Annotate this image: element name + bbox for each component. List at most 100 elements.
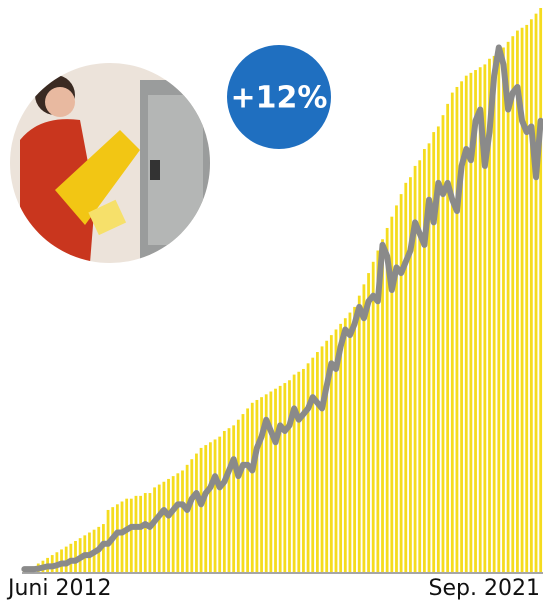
- bar: [441, 115, 445, 572]
- bar: [413, 165, 417, 573]
- bar: [139, 495, 143, 572]
- bar: [353, 306, 356, 572]
- bar: [516, 30, 519, 573]
- bar: [264, 394, 268, 572]
- bar: [185, 464, 189, 572]
- bar: [436, 126, 440, 572]
- bar: [339, 323, 343, 572]
- bar: [222, 431, 226, 572]
- bar: [460, 81, 463, 572]
- bar: [418, 160, 422, 572]
- bar: [422, 149, 426, 572]
- bar: [455, 86, 459, 573]
- bar: [432, 132, 436, 572]
- bar: [260, 397, 263, 572]
- bar: [464, 75, 468, 573]
- bar: [204, 445, 208, 572]
- badge: [227, 45, 331, 149]
- bar: [427, 143, 431, 573]
- bar: [134, 495, 138, 572]
- bar: [162, 481, 166, 572]
- bar: [311, 357, 315, 572]
- bar: [343, 318, 347, 572]
- bar: [227, 428, 231, 572]
- bar: [288, 380, 291, 572]
- bar: [125, 498, 129, 572]
- bar: [218, 436, 222, 572]
- badge-text: +12%: [231, 81, 328, 116]
- bar: [497, 53, 501, 573]
- bar: [241, 414, 245, 572]
- bar: [390, 216, 394, 572]
- bar: [502, 47, 505, 573]
- bar: [409, 177, 412, 572]
- bar: [283, 383, 287, 572]
- bar: [320, 346, 324, 572]
- bar: [357, 295, 361, 572]
- bar: [129, 498, 133, 572]
- bar: [157, 484, 161, 572]
- bar: [315, 352, 319, 572]
- bar: [297, 371, 301, 572]
- bar: [171, 476, 175, 572]
- bar: [274, 388, 277, 572]
- bar: [381, 239, 384, 573]
- bar: [539, 8, 543, 572]
- plot-area: [21, 8, 543, 574]
- bar: [348, 312, 352, 572]
- x-tick-label: Juni 2012: [6, 576, 111, 601]
- bar: [385, 227, 389, 572]
- bar: [520, 27, 524, 573]
- bar: [213, 439, 217, 572]
- bar: [534, 13, 538, 572]
- bar: [376, 250, 380, 572]
- bar: [306, 363, 310, 572]
- bar: [404, 182, 408, 572]
- bar: [195, 453, 198, 572]
- bar: [232, 425, 236, 572]
- bar: [255, 399, 259, 572]
- bar: [506, 41, 510, 572]
- bar: [236, 419, 240, 572]
- bar: [120, 501, 124, 572]
- x-tick-label: Sep. 2021: [429, 576, 540, 601]
- bar: [446, 103, 450, 572]
- bar: [143, 493, 147, 572]
- bar: [269, 391, 273, 572]
- bar: [209, 442, 212, 572]
- bar: [181, 470, 184, 572]
- bar: [371, 261, 375, 572]
- bar: [474, 70, 477, 572]
- bar: [362, 284, 366, 572]
- bar: [250, 402, 254, 572]
- bar: [115, 504, 119, 572]
- bar: [74, 540, 77, 572]
- bar: [325, 340, 329, 572]
- bar: [246, 408, 250, 572]
- bar: [367, 273, 370, 572]
- bar: [511, 36, 515, 572]
- bar: [492, 55, 496, 572]
- bar: [395, 205, 398, 572]
- line: [21, 44, 543, 573]
- bar: [190, 459, 194, 572]
- bar: [302, 368, 305, 572]
- bar: [469, 72, 473, 573]
- bar: [525, 24, 529, 573]
- bar: [478, 67, 482, 572]
- bar: [450, 92, 454, 572]
- bar: [292, 374, 296, 572]
- bar: [488, 58, 491, 572]
- bar: [329, 335, 333, 572]
- bar: [153, 487, 156, 572]
- bar: [278, 385, 282, 572]
- bar: [167, 478, 170, 572]
- bar: [148, 493, 152, 572]
- bar: [399, 194, 403, 572]
- bar: [199, 447, 203, 572]
- bar: [529, 19, 533, 572]
- bar: [334, 329, 338, 572]
- bar: [176, 473, 180, 572]
- bar: [483, 64, 487, 573]
